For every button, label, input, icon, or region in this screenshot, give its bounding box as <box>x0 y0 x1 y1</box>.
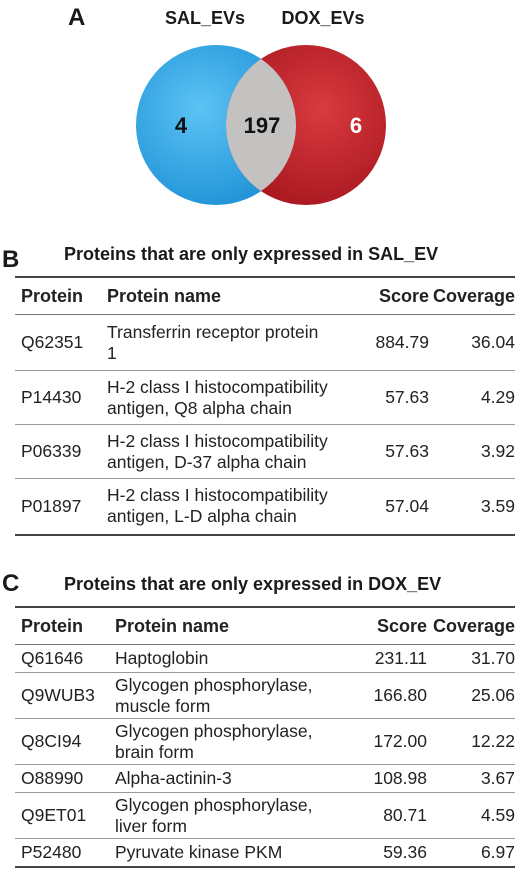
venn-right-set-label: DOX_EVs <box>281 8 364 28</box>
protein-name: H-2 class I histocompatibility antigen, L… <box>107 485 328 527</box>
table-c-header-coverage: Coverage <box>427 607 515 645</box>
score: 57.04 <box>385 495 429 516</box>
table-b-header-score: Score <box>357 277 429 315</box>
score: 884.79 <box>357 314 429 371</box>
venn-intersection-count: 197 <box>244 113 281 138</box>
table-row: O88990 Alpha-actinin-3 108.98 3.67 <box>15 764 515 793</box>
score: 172.00 <box>353 718 427 765</box>
protein-name: Alpha-actinin-3 <box>115 764 353 793</box>
table-b-header-protein: Protein <box>15 277 107 315</box>
protein-name: Glycogen phosphorylase, muscle form <box>115 672 353 719</box>
panel-label-b: B <box>2 246 20 273</box>
table-row: Q9WUB3 Glycogen phosphorylase, muscle for… <box>15 672 515 719</box>
protein-id: P06339 <box>15 424 107 479</box>
table-row: Q62351 Transferrin receptor protein 1 884… <box>15 314 515 371</box>
table-c-header-score: Score <box>353 607 427 645</box>
score: 57.63 <box>357 370 429 425</box>
coverage: 3.59 <box>480 495 515 516</box>
score: 57.63 <box>357 424 429 479</box>
coverage: 12.22 <box>427 718 515 765</box>
table-b-header-coverage: Coverage <box>429 277 515 315</box>
protein-name: Pyruvate kinase PKM <box>115 841 283 862</box>
protein-id: P01897 <box>21 495 82 516</box>
venn-left-only-count: 4 <box>175 113 188 138</box>
table-c: Protein Protein name Score Coverage Q616… <box>15 606 515 868</box>
score: 108.98 <box>353 764 427 793</box>
coverage: 6.97 <box>480 841 515 862</box>
table-c-header-protein: Protein <box>15 607 115 645</box>
table-row: Q8CI94 Glycogen phosphorylase, brain form… <box>15 718 515 765</box>
protein-id: Q8CI94 <box>15 718 115 765</box>
protein-id: P52480 <box>21 841 82 862</box>
coverage: 4.59 <box>427 792 515 839</box>
score: 80.71 <box>353 792 427 839</box>
score: 166.80 <box>353 672 427 719</box>
protein-id: Q9ET01 <box>15 792 115 839</box>
coverage: 25.06 <box>427 672 515 719</box>
venn-diagram: SAL_EVs DOX_EVs 4 197 6 <box>136 8 386 205</box>
panel-label-a: A <box>68 4 86 31</box>
coverage: 4.29 <box>429 370 515 425</box>
protein-id: Q62351 <box>15 314 107 371</box>
protein-id: Q9WUB3 <box>15 672 115 719</box>
coverage: 36.04 <box>429 314 515 371</box>
venn-intersection <box>226 45 296 205</box>
coverage: 31.70 <box>427 644 515 673</box>
table-row: P14430 H-2 class I histocompatibility ant… <box>15 370 515 425</box>
score: 231.11 <box>353 644 427 673</box>
table-row: Q61646 Haptoglobin 231.11 31.70 <box>15 644 515 673</box>
coverage: 3.92 <box>429 424 515 479</box>
venn-right-only-count: 6 <box>350 113 362 138</box>
protein-name: H-2 class I histocompatibility antigen, Q… <box>107 370 357 425</box>
protein-name: Glycogen phosphorylase, brain form <box>115 718 353 765</box>
table-b-title: Proteins that are only expressed in SAL_… <box>64 244 439 264</box>
table-row: Q9ET01 Glycogen phosphorylase, liver form… <box>15 792 515 839</box>
table-b-header-name: Protein name <box>107 277 357 315</box>
venn-left-set-label: SAL_EVs <box>165 8 245 28</box>
protein-name: H-2 class I histocompatibility antigen, D… <box>107 424 357 479</box>
protein-id: P14430 <box>15 370 107 425</box>
table-row: P06339 H-2 class I histocompatibility ant… <box>15 424 515 479</box>
table-c-header-name: Protein name <box>115 607 353 645</box>
protein-id: O88990 <box>15 764 115 793</box>
protein-id: Q61646 <box>15 644 115 673</box>
protein-name: Transferrin receptor protein 1 <box>107 314 357 371</box>
protein-name: Haptoglobin <box>115 644 353 673</box>
table-row: P01897 H-2 class I histocompatibility ant… <box>15 479 515 535</box>
coverage: 3.67 <box>427 764 515 793</box>
table-row: P52480 Pyruvate kinase PKM 59.36 6.97 <box>15 839 515 867</box>
score: 59.36 <box>383 841 427 862</box>
protein-name: Glycogen phosphorylase, liver form <box>115 792 353 839</box>
table-c-title: Proteins that are only expressed in DOX_… <box>64 574 442 594</box>
panel-label-c: C <box>2 570 20 597</box>
table-b: Protein Protein name Score Coverage Q623… <box>15 276 515 536</box>
